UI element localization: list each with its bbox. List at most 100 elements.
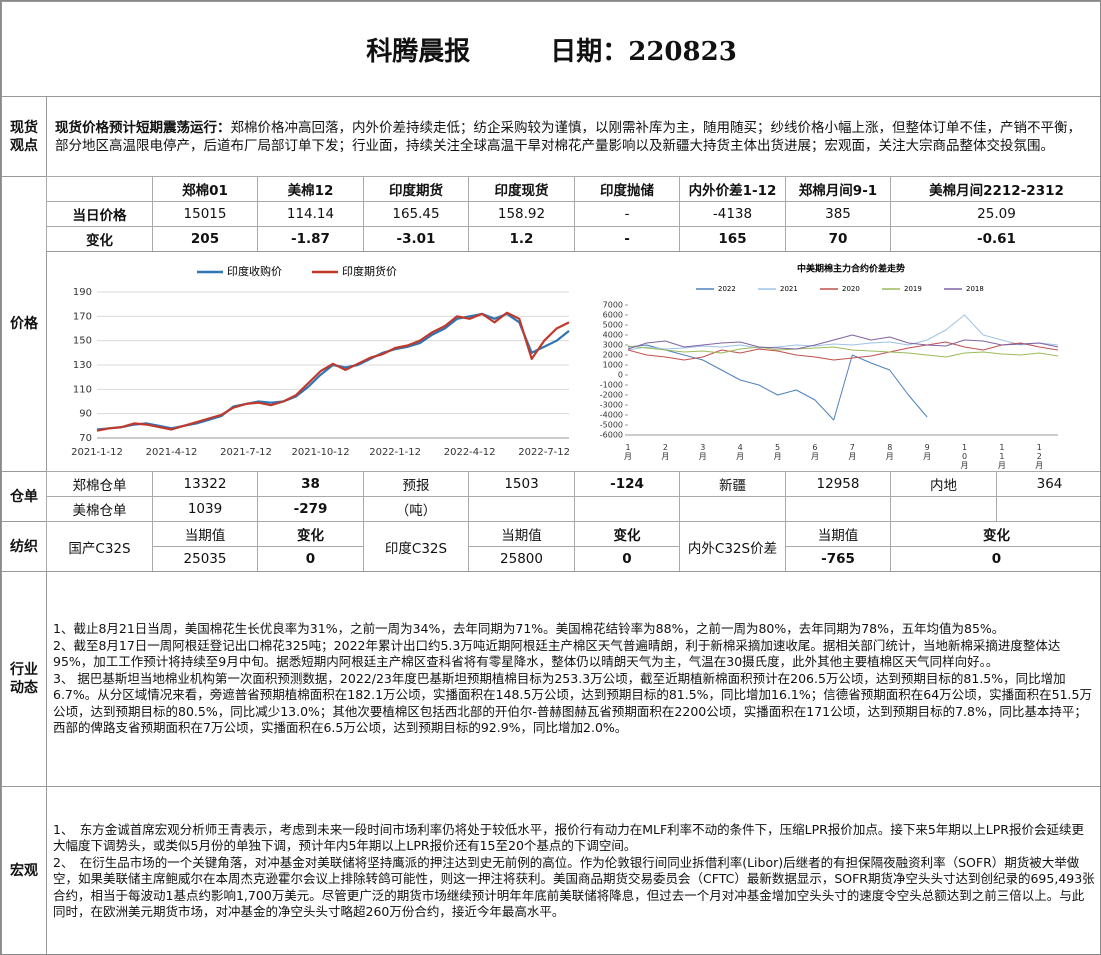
y-tick-label: 7000 bbox=[603, 301, 623, 310]
table-cell: 385 bbox=[785, 201, 891, 227]
textile-table: 国产C32S 当期值 变化 印度C32S 当期值 变化 内外C32S价差 当期值 变化 25035… bbox=[46, 521, 1100, 572]
x-tick-label: 1月 bbox=[624, 443, 633, 461]
table-row: 美棉仓单 1039 -279 （吨） bbox=[46, 496, 1100, 522]
y-tick-label: 5000 bbox=[603, 321, 623, 330]
y-tick-label: 190 bbox=[73, 287, 92, 298]
table-cell bbox=[996, 496, 1100, 522]
table-cell: - bbox=[574, 226, 680, 252]
x-tick-label: 7月 bbox=[848, 443, 857, 461]
table-cell bbox=[890, 496, 997, 522]
table-cell: -279 bbox=[257, 496, 364, 522]
y-tick-label: -6000 bbox=[600, 431, 623, 440]
column-header: 当期值 bbox=[152, 521, 258, 547]
warehouse-table: 郑棉仓单 13322 38 预报 1503 -124 新疆 12958 内地 364 美棉仓单 103… bbox=[46, 471, 1100, 522]
table-cell: -4138 bbox=[679, 201, 786, 227]
row-header: 当日价格 bbox=[46, 201, 153, 227]
table-cell: 25.09 bbox=[890, 201, 1100, 227]
header: 科腾晨报 日期：220823 bbox=[1, 1, 1100, 97]
x-tick-label: 11月 bbox=[997, 443, 1006, 470]
x-tick-label: 5月 bbox=[773, 443, 782, 461]
legend-label: 2019 bbox=[904, 285, 922, 293]
x-tick-label: 2021-4-12 bbox=[146, 447, 198, 458]
warehouse-section: 郑棉仓单 13322 38 预报 1503 -124 新疆 12958 内地 364 美棉仓单 103… bbox=[46, 471, 1100, 522]
x-tick-label: 2022-4-12 bbox=[444, 447, 496, 458]
table-cell: -3.01 bbox=[363, 226, 469, 252]
column-header: 变化 bbox=[257, 521, 364, 547]
table-cell: 12958 bbox=[785, 471, 891, 497]
table-cell: 15015 bbox=[152, 201, 258, 227]
table-cell bbox=[679, 496, 786, 522]
series-line bbox=[627, 341, 1059, 361]
column-header: 印度期货 bbox=[363, 176, 469, 202]
price-section: 70 90 110 130 150 170 190 2021-1-12 2021-4-12 202… bbox=[46, 176, 1100, 472]
column-header: 变化 bbox=[890, 521, 1100, 547]
row-header: 印度C32S bbox=[363, 521, 469, 572]
x-tick-label: 2021-1-12 bbox=[71, 447, 123, 458]
table-cell: 1039 bbox=[152, 496, 258, 522]
series-line bbox=[96, 311, 570, 432]
spot-text-block: 现货价格预计短期震荡运行：郑棉价格冲高回落，内外价差持续走低；纺企采购较为谨慎，… bbox=[55, 119, 1093, 155]
textile-section: 国产C32S 当期值 变化 印度C32S 当期值 变化 内外C32S价差 当期值 变化 25035… bbox=[46, 521, 1100, 572]
section-label: 纺织 bbox=[1, 521, 47, 572]
table-cell: 内地 bbox=[890, 471, 997, 497]
table-cell: -765 bbox=[785, 546, 891, 572]
column-header: 印度抛储 bbox=[574, 176, 680, 202]
legend-label: 印度期货价 bbox=[342, 264, 397, 278]
column-header: 美棉12 bbox=[257, 176, 364, 202]
table-cell: 165 bbox=[679, 226, 786, 252]
y-tick-label: 1000 bbox=[603, 361, 623, 370]
table-cell: 13322 bbox=[152, 471, 258, 497]
y-tick-label: 6000 bbox=[603, 311, 623, 320]
macro-news: 1、 东方金诚首席宏观分析师王青表示，考虑到未来一段时间市场利率仍将处于较低水平… bbox=[46, 786, 1100, 954]
table-cell: 美棉仓单 bbox=[46, 496, 153, 522]
paragraph: 1、 东方金诚首席宏观分析师王青表示，考虑到未来一段时间市场利率仍将处于较低水平… bbox=[53, 821, 1084, 854]
section-label: 价格 bbox=[1, 176, 47, 472]
column-header: 郑棉月间9-1 bbox=[785, 176, 891, 202]
x-tick-label: 2022-7-12 bbox=[518, 447, 570, 458]
y-tick-label: -4000 bbox=[600, 411, 623, 420]
table-cell: -124 bbox=[574, 471, 680, 497]
legend-label: 2022 bbox=[718, 285, 736, 293]
y-tick-label: -3000 bbox=[600, 401, 623, 410]
x-tick-label: 12月 bbox=[1035, 443, 1044, 470]
table-cell: 1503 bbox=[468, 471, 575, 497]
row-header: 国产C32S bbox=[46, 521, 153, 572]
series-line bbox=[627, 345, 1059, 358]
y-tick-label: -5000 bbox=[600, 421, 623, 430]
chart-title: 中美期棉主力合约价差走势 bbox=[797, 263, 905, 275]
table-cell: -0.61 bbox=[890, 226, 1100, 252]
column-header: 美棉月间2212-2312 bbox=[890, 176, 1100, 202]
y-tick-label: 2000 bbox=[603, 351, 623, 360]
table-cell: -1.87 bbox=[257, 226, 364, 252]
x-tick-label: 9月 bbox=[923, 443, 932, 461]
x-tick-label: 10月 bbox=[960, 443, 969, 470]
y-tick-label: 90 bbox=[79, 409, 92, 420]
table-cell: 0 bbox=[257, 546, 364, 572]
x-tick-label: 3月 bbox=[698, 443, 707, 461]
spot-view: 现货价格预计短期震荡运行：郑棉价格冲高回落，内外价差持续走低；纺企采购较为谨慎，… bbox=[46, 96, 1100, 177]
y-tick-label: -2000 bbox=[600, 391, 623, 400]
charts: 70 90 110 130 150 170 190 2021-1-12 2021-4-12 202… bbox=[46, 251, 1100, 472]
series-line bbox=[627, 314, 1059, 351]
table-cell bbox=[468, 496, 575, 522]
y-tick-label: 3000 bbox=[603, 341, 623, 350]
y-tick-label: 70 bbox=[79, 433, 92, 444]
table-cell bbox=[46, 176, 153, 202]
table-row: 郑棉01 美棉12 印度期货 印度现货 印度抛储 内外价差1-12 郑棉月间9-1 美棉月间2… bbox=[46, 176, 1100, 202]
row-header: 变化 bbox=[46, 226, 153, 252]
spot-text: 郑棉价格冲高回落，内外价差持续走低；纺企采购较为谨慎，以刚需补库为主，随用随买；… bbox=[55, 119, 1081, 154]
table-cell: 预报 bbox=[363, 471, 469, 497]
x-tick-label: 2021-10-12 bbox=[292, 447, 350, 458]
table-row: 变化 205 -1.87 -3.01 1.2-165 70 -0.61 bbox=[46, 226, 1100, 252]
section-label: 宏观 bbox=[1, 786, 47, 954]
price-table: 郑棉01 美棉12 印度期货 印度现货 印度抛储 内外价差1-12 郑棉月间9-1 美棉月间2… bbox=[46, 176, 1100, 252]
section-label: 行业动态 bbox=[1, 571, 47, 787]
column-header: 变化 bbox=[574, 521, 680, 547]
table-cell: 70 bbox=[785, 226, 891, 252]
table-cell: 0 bbox=[574, 546, 680, 572]
y-tick-label: 150 bbox=[73, 336, 92, 347]
table-cell: 38 bbox=[257, 471, 364, 497]
row-header: 内外C32S价差 bbox=[679, 521, 786, 572]
table-cell bbox=[785, 496, 891, 522]
x-tick-label: 2月 bbox=[661, 443, 670, 461]
